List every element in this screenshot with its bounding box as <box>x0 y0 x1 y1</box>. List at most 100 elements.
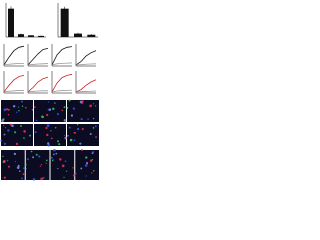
figure <box>0 3 99 181</box>
cell-dot <box>46 159 48 162</box>
cell-dot <box>47 108 50 111</box>
cell-dot <box>73 139 76 142</box>
cell-dot <box>58 143 61 146</box>
line-series <box>51 62 73 66</box>
micrograph <box>67 124 99 146</box>
cell-dot <box>18 109 20 112</box>
cell-dot <box>35 119 38 122</box>
cell-dot <box>50 130 52 132</box>
cell-dot <box>50 137 53 140</box>
cell-dot <box>47 101 50 103</box>
line-series <box>51 89 73 93</box>
cell-dot <box>91 172 93 174</box>
cell-dot <box>13 152 17 156</box>
cell-dot <box>90 159 93 162</box>
cell-dot <box>72 107 76 110</box>
cell-dot <box>25 167 27 170</box>
line-series <box>75 50 97 66</box>
cell-dot <box>85 156 88 159</box>
bar <box>8 8 14 37</box>
cell-dot <box>53 148 56 152</box>
cell-dot <box>1 119 4 123</box>
cell-dot <box>39 165 41 167</box>
line-series <box>51 46 73 66</box>
cell-dot <box>53 153 55 156</box>
micrograph <box>1 100 33 122</box>
cell-dot <box>72 167 74 169</box>
line-series <box>27 63 49 66</box>
micrograph <box>1 150 25 180</box>
cell-dot <box>23 137 25 139</box>
cell-dot <box>3 176 6 179</box>
cell-dot <box>61 109 64 112</box>
cell-dot <box>17 106 20 108</box>
cell-dot <box>50 156 53 159</box>
cell-dot <box>52 107 55 111</box>
cell-dot <box>20 124 22 127</box>
cell-dot <box>61 164 65 168</box>
cell-dot <box>21 100 24 103</box>
cell-dot <box>57 140 60 143</box>
cell-dot <box>21 177 23 180</box>
line-series <box>75 63 97 66</box>
cell-dot <box>68 126 71 129</box>
cell-dot <box>3 142 6 145</box>
cell-dot <box>42 176 45 179</box>
cell-dot <box>26 158 29 161</box>
cell-dot <box>21 105 24 107</box>
micrograph <box>34 100 66 122</box>
cell-dot <box>85 175 87 177</box>
cell-dot <box>70 114 74 117</box>
line-series <box>3 45 25 66</box>
micrograph <box>25 150 50 180</box>
cell-dot <box>76 123 79 126</box>
cell-dot <box>34 131 37 134</box>
cell-dot <box>46 113 49 117</box>
cell-dot <box>11 124 14 128</box>
cell-dot <box>40 164 43 166</box>
cell-dot <box>35 153 38 156</box>
cell-dot <box>2 124 5 127</box>
cell-dot <box>24 106 27 109</box>
cell-dot <box>81 100 84 103</box>
bar <box>74 33 82 37</box>
cell-dot <box>22 167 25 170</box>
cell-dot <box>95 136 97 139</box>
cell-dot <box>76 127 80 131</box>
cell-dot <box>0 139 3 142</box>
line-series <box>3 62 24 66</box>
cell-dot <box>89 132 92 136</box>
cell-dot <box>16 111 18 114</box>
cell-dot <box>92 117 95 120</box>
cell-dot <box>72 174 76 177</box>
cell-dot <box>92 103 95 105</box>
cell-dot <box>81 149 83 151</box>
bar <box>28 35 34 37</box>
cell-dot <box>57 167 59 170</box>
bar <box>18 34 24 37</box>
cell-dot <box>22 173 25 176</box>
cell-dot <box>7 114 10 116</box>
cell-dot <box>46 133 49 137</box>
cell-dot <box>94 125 97 128</box>
cell-dot <box>2 155 4 158</box>
cell-dot <box>69 138 73 142</box>
cell-dot <box>15 142 19 146</box>
cell-dot <box>64 160 67 162</box>
cell-dot <box>7 165 11 168</box>
cell-dot <box>47 142 50 145</box>
cell-dot <box>16 166 20 170</box>
cell-dot <box>79 142 82 145</box>
cell-dot <box>45 162 47 164</box>
cell-dot <box>89 104 92 108</box>
cell-dot <box>64 134 66 136</box>
cell-dot <box>64 137 67 140</box>
cell-dot <box>3 159 6 163</box>
cell-dot <box>3 108 7 112</box>
cell-dot <box>54 102 56 104</box>
cell-dot <box>7 108 10 111</box>
cell-dot <box>92 151 95 153</box>
line-series <box>75 79 97 93</box>
cell-dot <box>14 160 17 163</box>
cell-dot <box>87 118 89 120</box>
